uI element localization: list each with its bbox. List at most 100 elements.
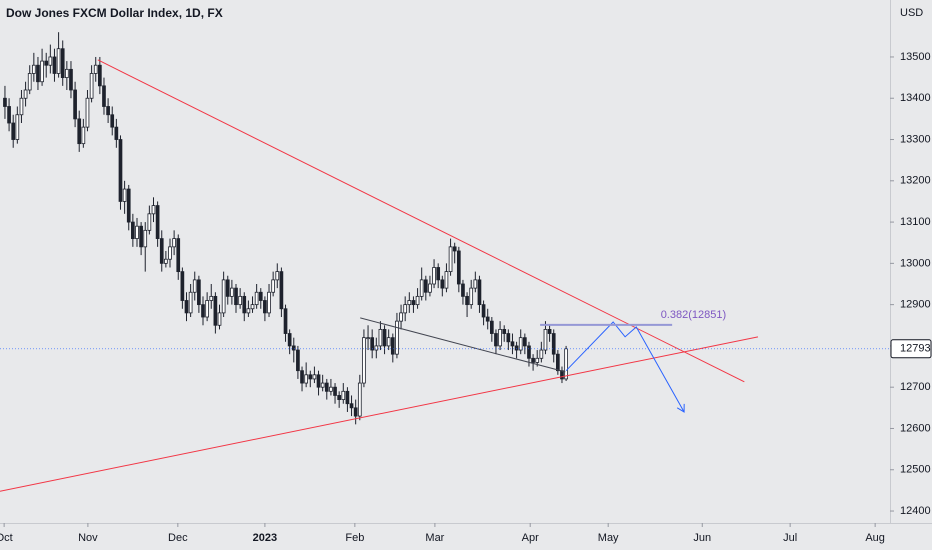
candle-body: [341, 390, 346, 400]
candle-body: [139, 225, 143, 248]
candle-body: [275, 271, 280, 281]
candle-body: [415, 295, 420, 306]
candle-body: [564, 348, 568, 380]
candle-body: [440, 279, 445, 289]
candle-body: [481, 304, 486, 318]
candle-body: [469, 287, 474, 306]
x-tick-label: May: [598, 532, 619, 544]
candle-body: [15, 114, 20, 140]
candle-body: [93, 64, 98, 74]
last-price-label: 12793: [900, 343, 931, 355]
candle-body: [452, 246, 457, 252]
candle-body: [238, 295, 242, 306]
y-tick-label: 12600: [900, 422, 931, 434]
candle-body: [36, 64, 40, 83]
candle-body: [242, 295, 247, 314]
candle-body: [225, 279, 230, 297]
candle-body: [77, 118, 82, 145]
candle-body: [27, 73, 32, 91]
candle-body: [11, 122, 16, 140]
candle-body: [172, 238, 176, 248]
y-tick-label: 13000: [900, 257, 931, 269]
candle-body: [69, 68, 73, 91]
candle-body: [436, 267, 441, 281]
candle-body: [213, 295, 218, 326]
candle-body: [357, 382, 362, 417]
candle-body: [205, 300, 209, 318]
candle-body: [155, 205, 160, 239]
candle-body: [444, 271, 449, 289]
candle-body: [254, 291, 259, 306]
candle-body: [428, 283, 432, 293]
candle-body: [531, 357, 535, 363]
candle-body: [366, 337, 370, 340]
candle-body: [370, 337, 375, 351]
candle-body: [271, 279, 275, 293]
candle-body: [221, 279, 226, 314]
candle-body: [164, 258, 168, 264]
candle-body: [246, 308, 251, 314]
candle-body: [411, 300, 416, 306]
candle-body: [535, 357, 540, 363]
candle-body: [7, 106, 11, 124]
candle-body: [308, 374, 313, 380]
y-tick-label: 13300: [900, 133, 931, 145]
candle-body: [184, 300, 189, 314]
candle-body: [52, 56, 57, 74]
candle-body: [250, 304, 255, 310]
candle-body: [40, 60, 44, 83]
candle-body: [180, 271, 185, 301]
candle-body: [362, 337, 366, 384]
candle-body: [209, 295, 214, 301]
candle-body: [159, 238, 164, 264]
y-tick-label: 12400: [900, 505, 931, 517]
candle-body: [337, 395, 342, 400]
x-tick-label: Dec: [168, 532, 188, 544]
candle-body: [73, 89, 77, 120]
candle-body: [122, 188, 127, 202]
candle-body: [489, 320, 494, 334]
candle-body: [258, 291, 263, 301]
last-price-box: [890, 339, 932, 359]
candle-body: [477, 279, 482, 306]
x-tick-label: Aug: [865, 532, 885, 544]
chart-title: Dow Jones FXCM Dollar Index, 1D, FX: [6, 6, 223, 20]
x-tick-label: Apr: [522, 532, 539, 544]
candle-body: [81, 126, 86, 145]
candle-body: [333, 386, 337, 396]
candle-body: [89, 73, 94, 99]
candle-body: [151, 205, 156, 215]
candle-body: [110, 114, 115, 128]
candle-body: [102, 85, 106, 107]
x-tick-label: Jun: [693, 532, 711, 544]
candle-body: [395, 320, 399, 355]
y-tick-label: 13400: [900, 92, 931, 104]
candle-body: [316, 374, 321, 388]
candle-body: [168, 246, 172, 260]
candle-body: [201, 304, 205, 318]
candle-body: [551, 333, 556, 355]
candle-body: [456, 250, 461, 285]
candle-body: [287, 333, 292, 347]
candle-body: [291, 345, 296, 351]
candle-body: [230, 287, 234, 297]
candle-body: [522, 337, 527, 347]
fib-label: 0.382(12851): [661, 309, 726, 321]
x-tick-label: Feb: [345, 532, 364, 544]
candle-body: [31, 64, 36, 74]
trend-line: [360, 317, 566, 373]
candle-body: [131, 221, 135, 239]
candle-body: [147, 213, 152, 231]
candle-body: [44, 60, 49, 66]
candle-body: [23, 89, 28, 99]
candle-body: [419, 279, 424, 297]
y-tick-label: 12500: [900, 464, 931, 476]
candle-body: [279, 271, 284, 310]
candle-body: [296, 349, 300, 372]
candle-body: [64, 68, 69, 79]
x-tick-label: Oct: [0, 532, 13, 544]
candle-body: [473, 279, 478, 289]
candle-body: [349, 403, 354, 409]
candle-body: [448, 246, 453, 273]
